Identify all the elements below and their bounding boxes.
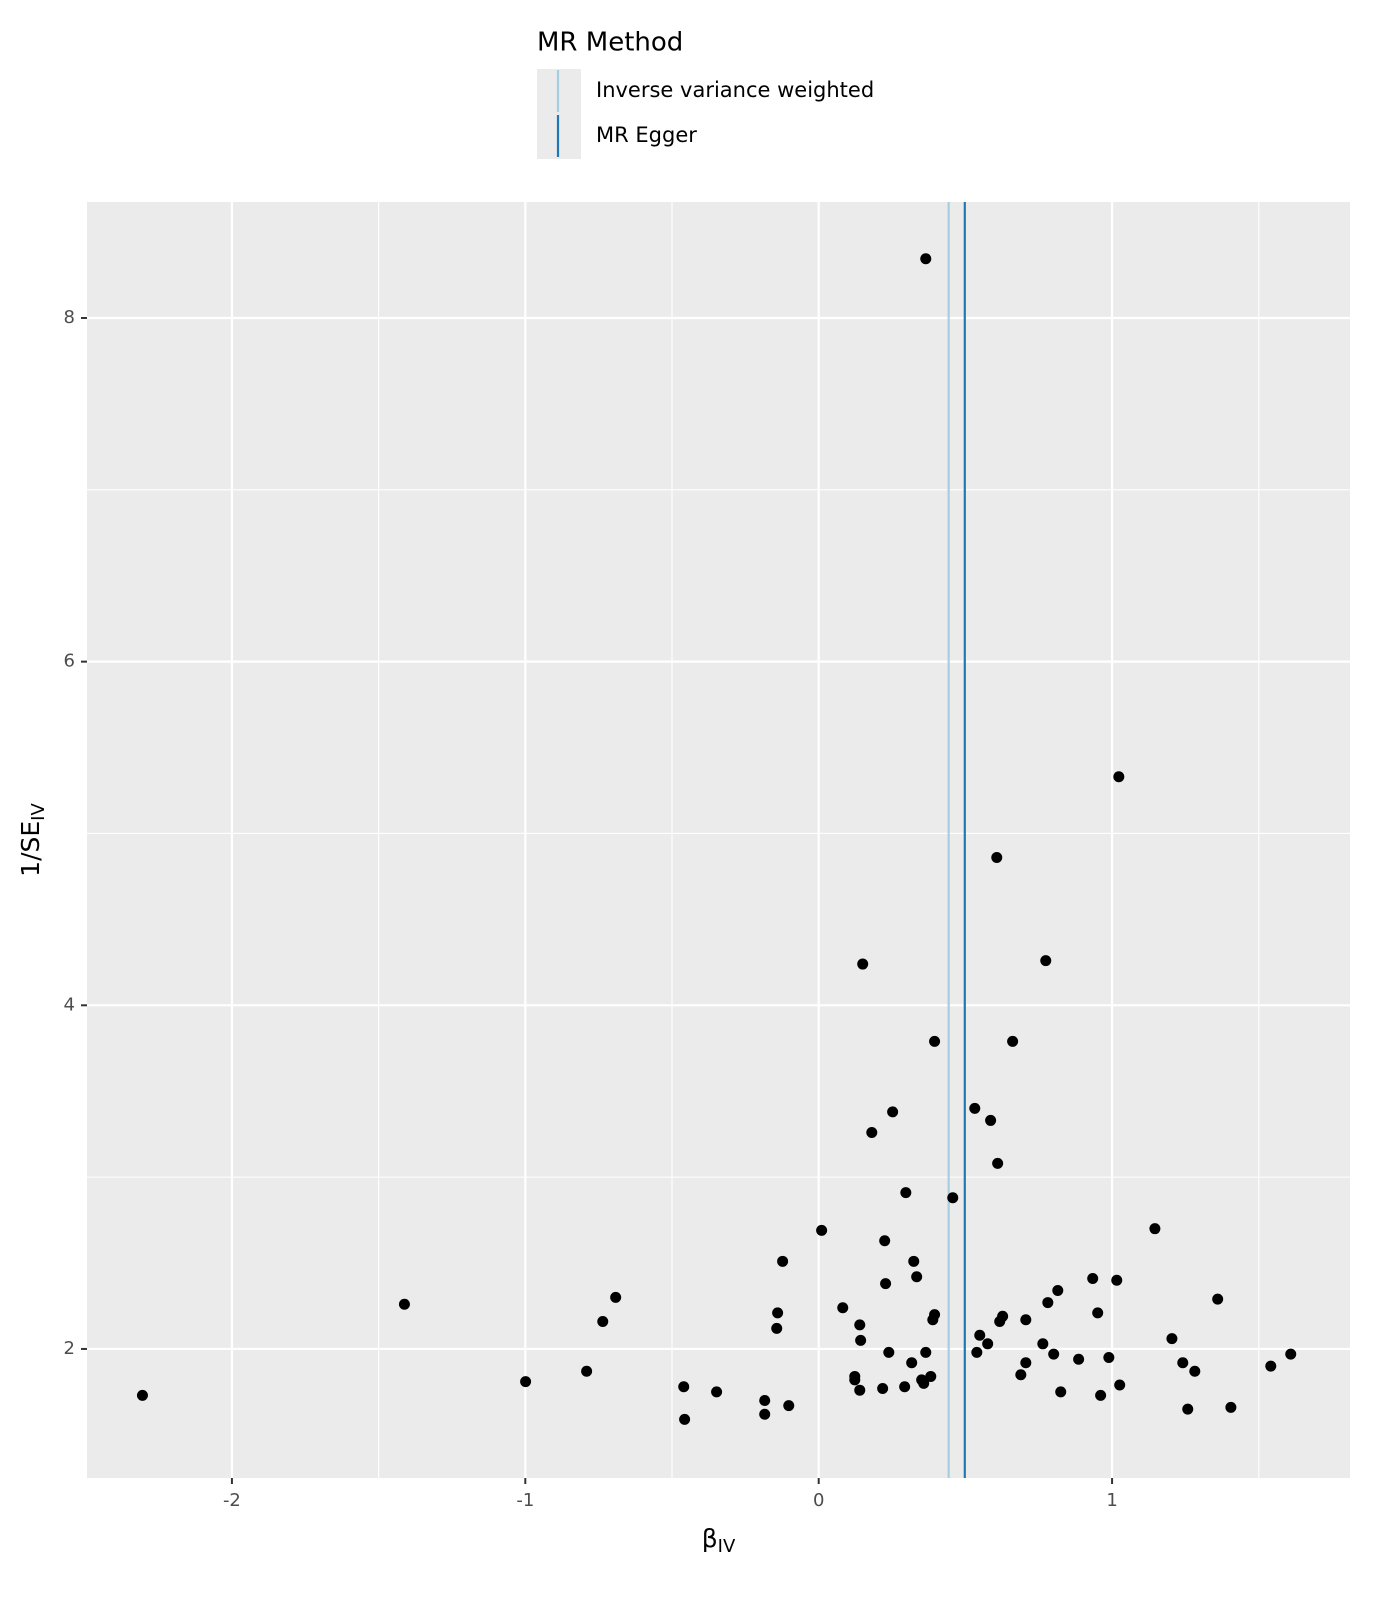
point bbox=[900, 1187, 912, 1199]
point bbox=[136, 1389, 148, 1401]
point bbox=[1189, 1365, 1201, 1377]
x-tick-label: -1 bbox=[516, 1490, 534, 1511]
point bbox=[1177, 1357, 1189, 1369]
point bbox=[991, 852, 1003, 864]
y-tick-label: 4 bbox=[64, 994, 75, 1015]
point bbox=[925, 1370, 937, 1382]
point bbox=[857, 958, 869, 970]
y-tick-label: 8 bbox=[64, 307, 75, 328]
point bbox=[1212, 1293, 1224, 1305]
point bbox=[883, 1346, 895, 1358]
point bbox=[678, 1381, 690, 1393]
point bbox=[520, 1376, 532, 1388]
point bbox=[879, 1235, 891, 1247]
point bbox=[855, 1334, 867, 1346]
panel bbox=[87, 202, 1350, 1478]
point bbox=[880, 1278, 892, 1290]
point bbox=[974, 1329, 986, 1341]
legend-label: MR Egger bbox=[596, 123, 697, 147]
x-tick-label: -2 bbox=[223, 1490, 241, 1511]
point bbox=[929, 1035, 941, 1047]
point bbox=[911, 1271, 923, 1283]
point bbox=[920, 1346, 932, 1358]
point bbox=[906, 1357, 918, 1369]
point bbox=[1015, 1369, 1027, 1381]
point bbox=[1055, 1386, 1067, 1398]
point bbox=[1040, 955, 1052, 967]
point bbox=[679, 1413, 691, 1425]
point bbox=[866, 1126, 878, 1138]
point bbox=[918, 1377, 930, 1389]
point bbox=[610, 1291, 622, 1303]
point bbox=[1087, 1273, 1099, 1285]
legend-label: Inverse variance weighted bbox=[596, 78, 874, 102]
point bbox=[920, 253, 932, 265]
axis-label-text: 1/SE bbox=[16, 821, 45, 877]
point bbox=[771, 1322, 783, 1334]
point bbox=[1037, 1338, 1049, 1350]
x-tick-label: 1 bbox=[1106, 1490, 1117, 1511]
point bbox=[992, 1157, 1004, 1169]
axis-label-text: β bbox=[702, 1524, 718, 1553]
point bbox=[597, 1315, 609, 1327]
point bbox=[1042, 1297, 1054, 1309]
point bbox=[877, 1382, 889, 1394]
axis-label-subscript: IV bbox=[718, 1536, 736, 1557]
point bbox=[947, 1192, 959, 1204]
point bbox=[772, 1307, 784, 1319]
point bbox=[982, 1338, 994, 1350]
point bbox=[1073, 1353, 1085, 1365]
point bbox=[777, 1255, 789, 1267]
point bbox=[985, 1114, 997, 1126]
point bbox=[1166, 1333, 1178, 1345]
point bbox=[969, 1102, 981, 1114]
point bbox=[854, 1384, 866, 1396]
point bbox=[783, 1400, 795, 1412]
point bbox=[887, 1106, 899, 1118]
legend-title: MR Method bbox=[537, 28, 683, 58]
point bbox=[927, 1314, 939, 1326]
axis-label-subscript: IV bbox=[28, 803, 49, 821]
point bbox=[1182, 1403, 1194, 1415]
point bbox=[1095, 1389, 1107, 1401]
x-axis-label: βIV bbox=[702, 1524, 736, 1557]
point bbox=[1149, 1223, 1161, 1235]
point bbox=[899, 1381, 911, 1393]
point bbox=[1048, 1348, 1060, 1360]
point bbox=[1092, 1307, 1104, 1319]
point bbox=[1113, 771, 1125, 783]
point bbox=[1052, 1285, 1064, 1297]
point bbox=[1020, 1314, 1032, 1326]
y-tick-label: 6 bbox=[64, 651, 75, 672]
y-tick-label: 2 bbox=[64, 1338, 75, 1359]
point bbox=[711, 1386, 723, 1398]
point bbox=[1114, 1379, 1126, 1391]
point bbox=[854, 1319, 866, 1331]
point bbox=[816, 1224, 828, 1236]
point bbox=[1103, 1352, 1115, 1364]
point bbox=[1111, 1274, 1123, 1286]
point bbox=[908, 1255, 920, 1267]
point bbox=[1225, 1401, 1237, 1413]
point bbox=[1020, 1357, 1032, 1369]
point bbox=[759, 1395, 771, 1407]
point bbox=[1265, 1360, 1277, 1372]
x-tick-label: 0 bbox=[813, 1490, 824, 1511]
point bbox=[1007, 1035, 1019, 1047]
point bbox=[971, 1346, 983, 1358]
point bbox=[837, 1302, 849, 1314]
point bbox=[994, 1315, 1006, 1327]
point bbox=[581, 1365, 593, 1377]
point bbox=[759, 1408, 771, 1420]
point bbox=[1285, 1348, 1297, 1360]
point bbox=[398, 1298, 410, 1310]
y-axis-label: 1/SEIV bbox=[16, 803, 49, 877]
point bbox=[849, 1374, 861, 1386]
